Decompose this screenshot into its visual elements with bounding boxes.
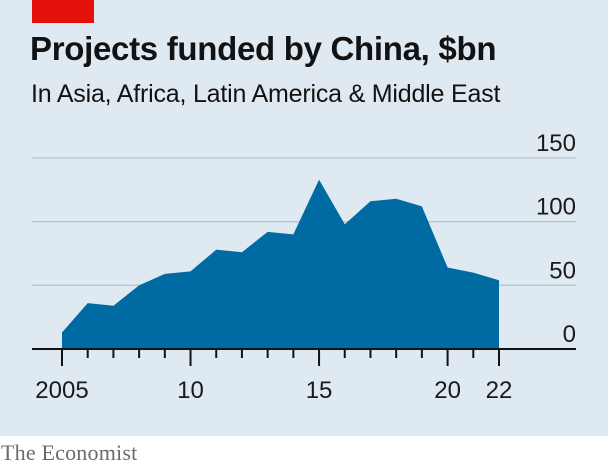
chart-subtitle: In Asia, Africa, Latin America & Middle … (31, 80, 501, 108)
area-chart: 0 50 100 150 2005 10 15 20 22 (32, 130, 576, 404)
y-tick-label-0: 0 (563, 321, 576, 348)
x-tick-labels: 2005 10 15 20 22 (35, 377, 512, 404)
y-tick-label-100: 100 (536, 194, 576, 221)
area-series (62, 179, 499, 349)
y-tick-label-150: 150 (536, 130, 576, 157)
footer-credit: The Economist (1, 440, 138, 465)
area-fill (62, 179, 499, 349)
x-tick-label-2015: 15 (306, 377, 333, 404)
x-tick-label-2010: 10 (177, 377, 204, 404)
y-tick-labels: 0 50 100 150 (536, 130, 576, 348)
x-axis (32, 348, 576, 366)
x-tick-label-2022: 22 (486, 377, 513, 404)
brand-red-tag (32, 0, 94, 23)
y-tick-label-50: 50 (549, 257, 576, 284)
x-tick-label-2020: 20 (434, 377, 461, 404)
chart-title: Projects funded by China, $bn (30, 30, 497, 67)
x-tick-label-2005: 2005 (35, 377, 88, 404)
